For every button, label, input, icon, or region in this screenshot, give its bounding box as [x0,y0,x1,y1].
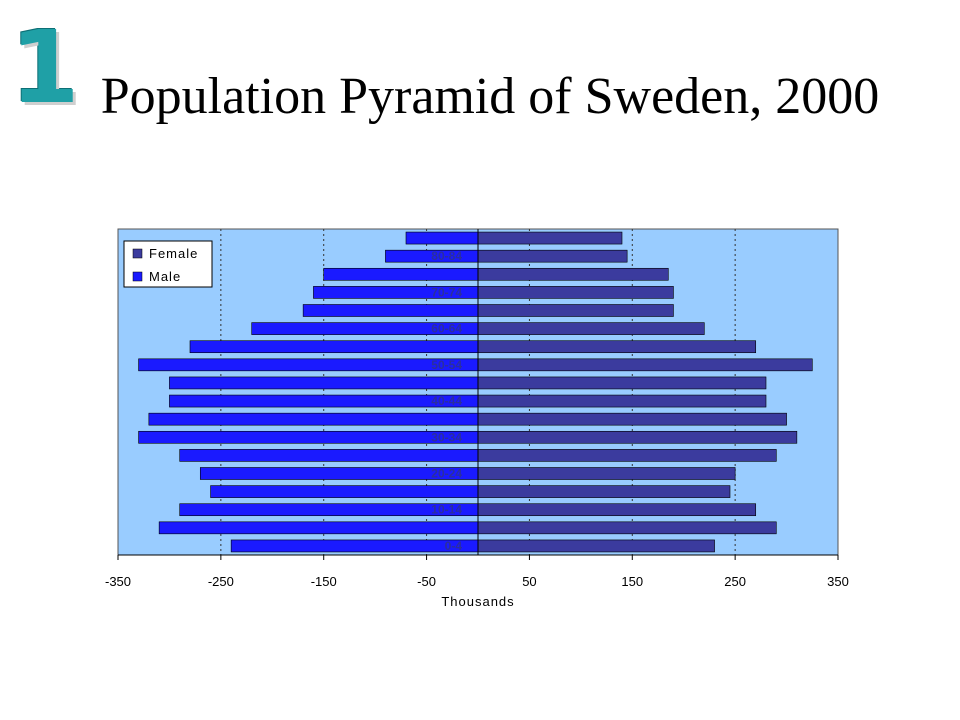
x-tick-label: -250 [208,574,234,589]
category-label-70-74: 70-74 [431,285,462,299]
bars [138,229,813,555]
category-label-10-14: 10-14 [431,503,462,517]
male-bar-65-69 [302,304,479,317]
slide-title: Population Pyramid of Sweden, 2000 [100,68,880,125]
legend-female-label: Female [149,246,198,261]
legend-box [123,240,213,288]
male-bar-35-39 [148,412,479,426]
gridlines [220,229,736,555]
legend-female-swatch [132,248,143,259]
x-tick-label: -350 [105,574,131,589]
category-label-0-4: 0-4 [445,539,463,553]
category-label-60-64: 60-64 [431,322,462,336]
male-bar-15-19 [210,485,479,498]
female-bar-50-54 [477,358,813,372]
legend-male-label: Male [149,269,181,284]
female-bar-55-59 [477,340,757,354]
male-bar-30-34 [138,430,479,444]
female-bar-10-14 [477,503,757,517]
male-bar-0-4 [230,539,479,553]
category-label-30-34: 30-34 [431,430,462,444]
female-bar-20-24 [477,467,736,480]
female-bar-25-29 [477,449,777,462]
female-bar-85+ [477,231,623,245]
x-tick-label: 50 [522,574,536,589]
male-bar-55-59 [189,340,479,354]
x-axis-title: Thousands [441,594,514,609]
x-tick-label: 350 [827,574,849,589]
female-bar-40-44 [477,394,767,408]
x-axis-ticks: -350 -250 -150 -50 50 150 250 350 [105,554,849,589]
male-bar-5-9 [158,521,479,535]
female-bar-5-9 [477,521,777,535]
male-bar-75-79 [323,267,479,281]
female-bar-30-34 [477,430,798,444]
female-bar-0-4 [477,539,715,553]
category-label-20-24: 20-24 [431,467,462,481]
legend-male-swatch [132,271,143,282]
slide-number-badge: 1 [10,9,80,126]
female-bar-80-84 [477,249,628,263]
female-bar-35-39 [477,412,787,426]
category-label-80-84: 80-84 [431,249,462,263]
x-tick-label: -50 [417,574,436,589]
female-bar-75-79 [477,267,669,281]
male-bar-25-29 [179,449,479,462]
category-labels: 0-4 10-14 20-24 30-34 40-44 50-54 60-64 70-74 80… [431,249,462,553]
x-tick-label: 250 [724,574,746,589]
female-bar-15-19 [477,485,731,498]
category-label-50-54: 50-54 [431,358,462,372]
female-bar-60-64 [477,322,705,335]
male-bar-45-49 [169,376,479,390]
x-tick-label: -150 [311,574,337,589]
legend: Female Male [123,240,213,288]
female-bar-70-74 [477,286,674,299]
x-tick-label: 150 [621,574,643,589]
category-label-40-44: 40-44 [431,394,462,408]
female-bar-45-49 [477,376,767,390]
female-bar-65-69 [477,304,674,317]
male-bar-50-54 [138,358,479,372]
male-bar-85+ [405,231,479,245]
